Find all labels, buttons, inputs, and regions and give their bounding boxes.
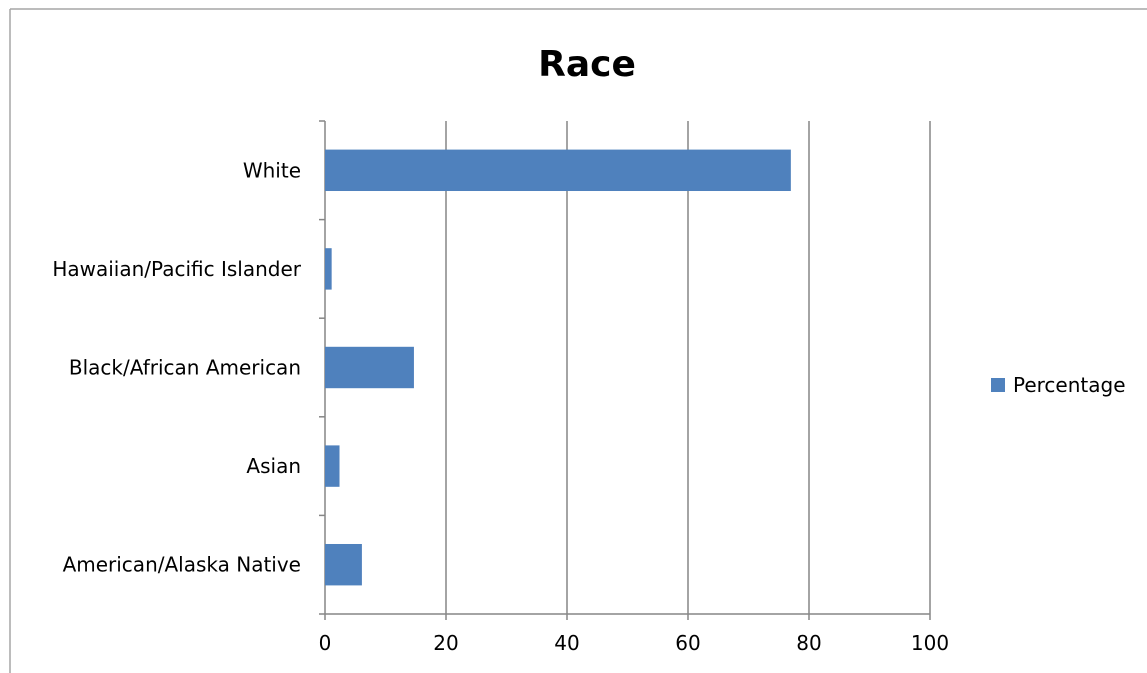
x-tick-label: 60 bbox=[675, 631, 700, 655]
category-labels: American/Alaska Native Asian Black/African… bbox=[52, 158, 301, 576]
gridlines bbox=[445, 121, 931, 614]
x-tick-label: 0 bbox=[319, 631, 332, 655]
bars bbox=[325, 149, 791, 586]
legend-swatch bbox=[991, 378, 1005, 392]
category-label: Black/African American bbox=[69, 356, 301, 380]
bar-american-alaska-native bbox=[325, 543, 362, 586]
x-tick-label: 40 bbox=[554, 631, 579, 655]
chart-title: Race bbox=[538, 44, 636, 85]
bar-white bbox=[325, 149, 791, 192]
bar-hawaiian-pacific-islander bbox=[325, 248, 332, 290]
bar-asian bbox=[325, 445, 340, 487]
category-label: Hawaiian/Pacific Islander bbox=[52, 257, 301, 281]
x-tick-label: 100 bbox=[911, 631, 949, 655]
x-tick-label: 20 bbox=[433, 631, 458, 655]
category-label: Asian bbox=[246, 454, 301, 478]
x-tick-label: 80 bbox=[796, 631, 821, 655]
legend: Percentage bbox=[991, 373, 1126, 397]
legend-label-percentage: Percentage bbox=[1013, 373, 1126, 397]
bar-black-african-american bbox=[325, 346, 414, 389]
category-label: American/Alaska Native bbox=[63, 553, 301, 577]
x-tick-labels: 0 20 40 60 80 100 bbox=[319, 631, 949, 655]
category-label: White bbox=[243, 158, 301, 182]
